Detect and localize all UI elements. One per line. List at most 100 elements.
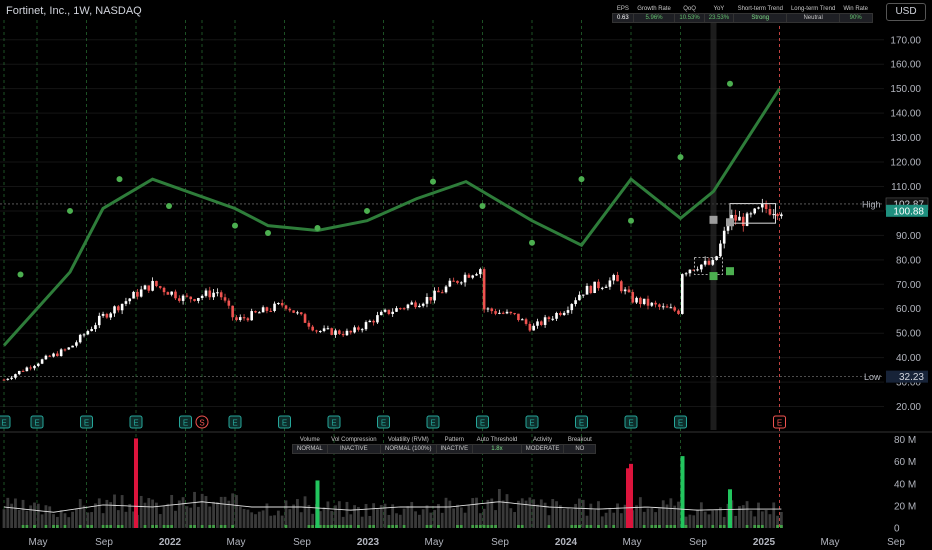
candle-body — [128, 298, 132, 302]
candle-body — [139, 289, 143, 297]
low-label: Low — [864, 372, 881, 382]
volume-bar — [6, 497, 10, 528]
volume-bar — [417, 514, 421, 528]
volume-bar — [486, 499, 490, 528]
volume-flag — [517, 525, 520, 528]
candle-body — [136, 291, 139, 297]
candle-body — [322, 328, 326, 332]
time-tick-label: 2024 — [555, 537, 578, 548]
volume-bar — [86, 512, 90, 528]
candle-body — [349, 330, 353, 333]
volume-tick-label: 40 M — [894, 479, 916, 490]
earnings-dot — [116, 176, 123, 183]
volume-bar — [174, 510, 177, 528]
volume-bar — [40, 514, 44, 528]
volume-header: Auto Threshold — [476, 437, 518, 443]
volume-bar — [456, 504, 459, 528]
time-axis[interactable]: May Sep 2022 May Sep 2023 May Sep 2024 May Sep 2025… — [29, 537, 906, 548]
earnings-marker-bg — [179, 415, 192, 429]
volume-flag — [155, 525, 158, 528]
candle-body — [223, 297, 227, 301]
volume-bar — [581, 499, 585, 528]
earnings-marker: E — [232, 419, 237, 428]
volume-flag — [711, 525, 715, 528]
candle-body — [734, 214, 737, 221]
candle-body — [14, 374, 17, 378]
volume-bar — [151, 499, 155, 528]
volume-bar — [109, 502, 113, 528]
volume-flag — [189, 525, 193, 528]
volume-bar — [421, 509, 425, 528]
volume-bar — [158, 514, 162, 528]
candle-body — [475, 274, 478, 276]
time-tick-label: May — [623, 537, 642, 548]
volume-bar — [753, 516, 757, 528]
volume-axis[interactable]: 0 20 M 40 M 60 M 80 M — [894, 435, 916, 534]
candle-body — [155, 280, 158, 287]
volume-bar — [2, 509, 6, 528]
currency-button[interactable]: USD — [886, 3, 926, 21]
candle-body — [616, 274, 619, 282]
candle-body — [680, 274, 684, 314]
candle-body — [143, 285, 147, 290]
range-box — [729, 203, 776, 224]
price-axis[interactable]: 20.00 30.00 40.00 50.00 60.00 70.00 80.00 90.00… — [890, 35, 921, 413]
volume-flag — [33, 525, 36, 528]
volume-bar — [14, 498, 17, 528]
volume-bar — [63, 513, 67, 528]
volume-spike — [680, 456, 685, 528]
candle-body — [463, 274, 467, 283]
auto-threshold-value: 1.8x — [472, 444, 522, 454]
volume-bar — [223, 496, 227, 528]
volume-bar — [570, 508, 574, 528]
volume-bar — [21, 499, 25, 528]
volume-flag — [669, 525, 673, 528]
price-tick-label: 110.00 — [891, 182, 921, 193]
volume-bar — [574, 503, 577, 528]
candle-body — [177, 298, 181, 301]
earnings-marker-bg — [129, 415, 143, 429]
volume-bar — [29, 505, 33, 528]
volume-flag — [151, 525, 155, 528]
chart-title: Fortinet, Inc., 1W, NASDAQ — [6, 5, 142, 17]
volume-bar — [425, 505, 429, 528]
volume-bar — [398, 514, 402, 528]
volume-bar — [227, 500, 231, 528]
candle-body — [604, 286, 608, 288]
candle-body — [341, 334, 345, 336]
candle-body — [433, 290, 436, 301]
volume-bar — [395, 513, 398, 528]
candle-body — [532, 325, 535, 331]
volume-flag — [612, 525, 616, 528]
candle-body — [242, 317, 246, 319]
volume-flag — [170, 525, 174, 528]
candle-body — [612, 274, 615, 281]
volume-bar — [509, 508, 513, 528]
volume-bar — [539, 499, 543, 528]
candle-body — [318, 331, 322, 333]
time-tick-label: Sep — [491, 537, 509, 548]
candle-body — [212, 292, 215, 298]
candle-body — [761, 203, 764, 208]
volume-header: Breakout — [567, 437, 592, 443]
candle-body — [745, 213, 749, 226]
candle-body — [459, 282, 463, 284]
earnings-vertical-lines — [3, 20, 780, 530]
candle-body — [44, 355, 48, 360]
candle-body — [418, 305, 421, 308]
volume-bar — [696, 510, 699, 528]
candle-body — [376, 315, 379, 323]
volume-bar — [513, 512, 517, 528]
volume-flag — [391, 525, 395, 528]
volume-bar — [132, 511, 135, 528]
candle-body — [547, 317, 551, 319]
candle-body — [669, 307, 673, 309]
candle-body — [299, 312, 303, 315]
candle-body — [658, 304, 661, 307]
volume-bar — [497, 489, 501, 528]
volume-bar — [749, 510, 753, 528]
candle-body — [36, 363, 40, 366]
volume-flag — [745, 525, 749, 528]
volume-bar — [745, 501, 749, 528]
volume-bar — [265, 503, 269, 528]
